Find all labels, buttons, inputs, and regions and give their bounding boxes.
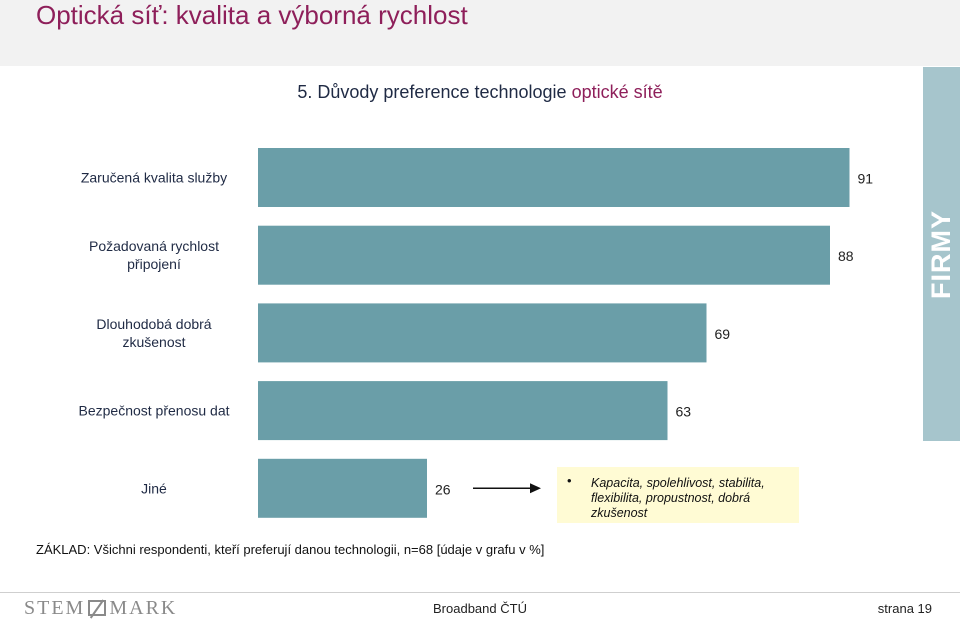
chart-title: 5. Důvody preference technologie optické… xyxy=(0,81,960,103)
category-label: Zaručená kvalita služby xyxy=(81,170,227,186)
bar-value-label: 69 xyxy=(715,326,731,342)
page-number: strana 19 xyxy=(877,601,932,616)
category-label-line: Jiné xyxy=(141,480,167,496)
category-label-line: Zaručená kvalita služby xyxy=(81,170,227,186)
category-label-line: Bezpečnost přenosu dat xyxy=(79,403,230,419)
chart-title-accent: optické sítě xyxy=(571,82,663,102)
stem-mark-logo: STEM MARK xyxy=(24,596,177,620)
footer-center-text: Broadband ČTÚ xyxy=(433,601,527,616)
category-label-line: Požadovaná rychlost xyxy=(89,238,219,254)
bar-value-label: 26 xyxy=(435,481,451,497)
logo-text-right: MARK xyxy=(109,596,178,619)
bar xyxy=(258,225,830,285)
bar xyxy=(258,381,668,441)
bar-chart: 91 Zaručená kvalita služby 88 Požadovaná ry… xyxy=(79,148,874,518)
arrow-head-icon xyxy=(530,483,541,494)
bar xyxy=(258,148,850,207)
annotation-note: • Kapacita, spolehlivost, stabilita, fle… xyxy=(557,467,799,523)
bar-value-label: 91 xyxy=(858,171,874,187)
logo-mark-icon xyxy=(88,600,107,616)
category-label: Bezpečnost přenosu dat xyxy=(79,403,230,419)
slide-title: Optická síť: kvalita a výborná rychlost xyxy=(36,0,468,30)
bar-value-label: 88 xyxy=(838,248,854,264)
header-band xyxy=(0,0,960,66)
category-label-line: připojení xyxy=(127,256,181,272)
footer-divider xyxy=(0,592,960,593)
category-label-line: Dlouhodobá dobrá xyxy=(96,316,211,332)
side-panel xyxy=(923,67,960,441)
category-label: Dlouhodobá dobrá zkušenost xyxy=(96,316,211,350)
bar xyxy=(258,303,707,363)
annotation-text: Kapacita, spolehlivost, stabilita, flexi… xyxy=(591,476,765,520)
annotation-bullet: • xyxy=(567,473,572,488)
category-label: Jiné xyxy=(141,480,167,496)
bar-value-label: 63 xyxy=(676,404,692,420)
base-note: ZÁKLAD: Všichni respondenti, kteří prefe… xyxy=(36,542,545,557)
category-label-line: zkušenost xyxy=(122,334,185,350)
category-label: Požadovaná rychlost připojení xyxy=(89,238,219,272)
logo-text-left: STEM xyxy=(24,596,86,619)
bar xyxy=(258,458,427,518)
chart-title-prefix: 5. Důvody preference technologie xyxy=(297,82,572,102)
